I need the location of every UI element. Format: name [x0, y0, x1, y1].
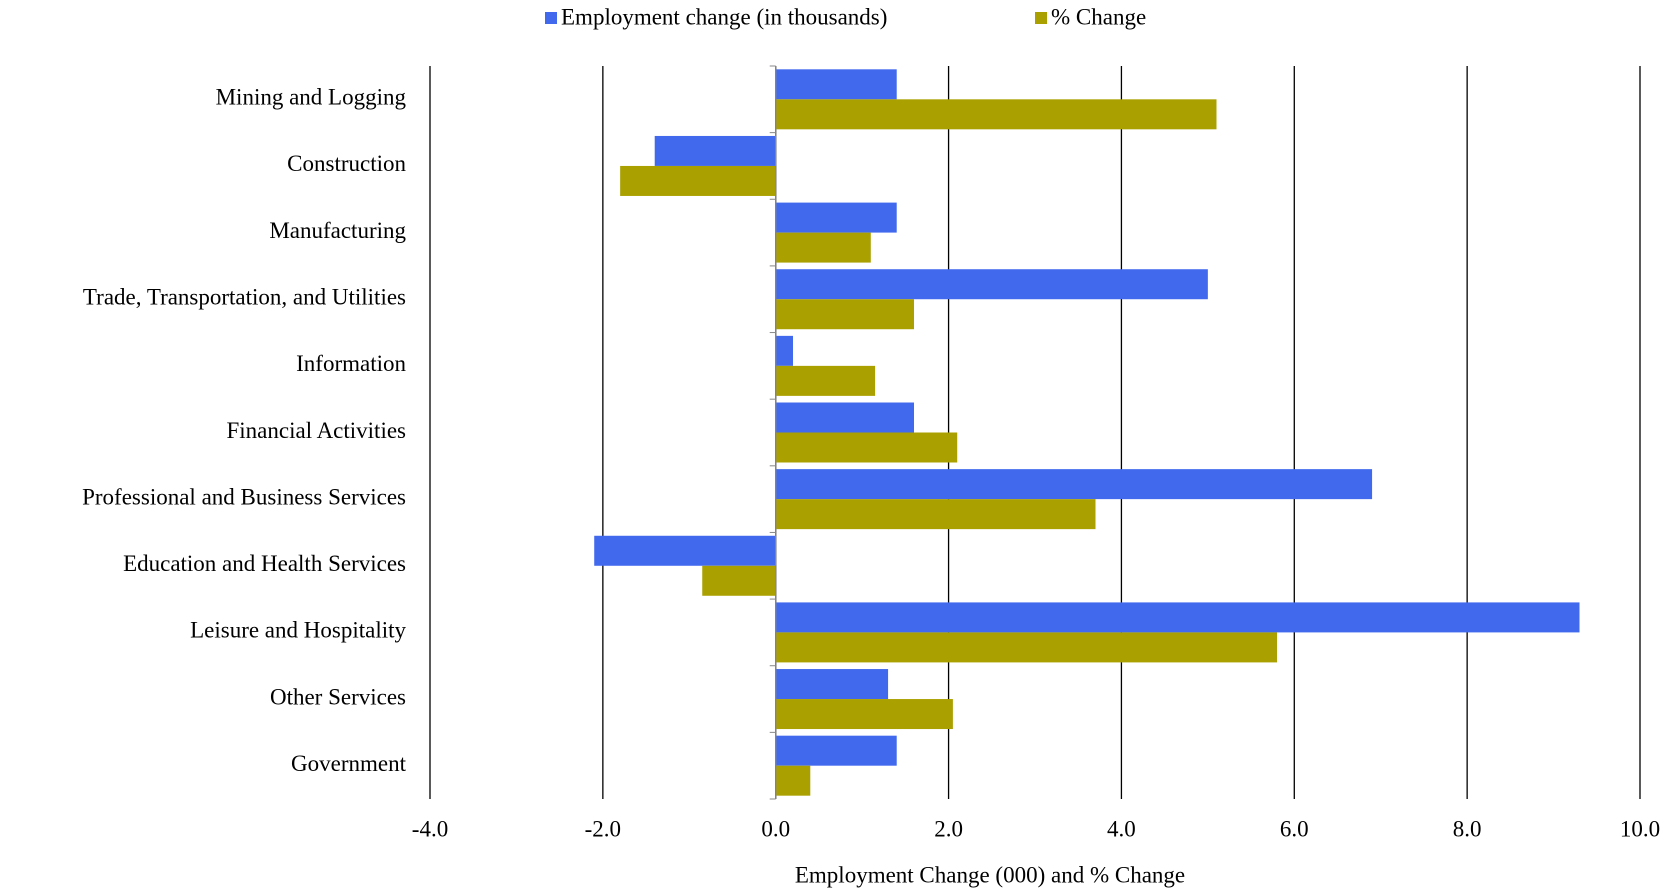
x-tick-label: 0.0: [761, 816, 790, 841]
bar: [775, 402, 914, 433]
bar: [775, 99, 1217, 130]
y-tick-label: Leisure and Hospitality: [190, 618, 406, 643]
y-tick-label: Mining and Logging: [216, 85, 407, 110]
bar: [594, 535, 776, 566]
bar: [775, 335, 793, 366]
bar: [775, 632, 1277, 663]
y-tick-label: Manufacturing: [269, 218, 406, 243]
x-tick-label: -2.0: [585, 816, 621, 841]
y-tick-label: Trade, Transportation, and Utilities: [83, 285, 406, 310]
y-tick-label: Construction: [287, 151, 406, 176]
bar: [775, 269, 1208, 300]
y-tick-label: Financial Activities: [227, 418, 407, 443]
bar: [775, 765, 811, 796]
bar: [702, 565, 776, 596]
bar: [775, 432, 958, 463]
x-tick-label: 4.0: [1107, 816, 1136, 841]
legend-label: Employment change (in thousands): [561, 4, 887, 29]
y-tick-label: Government: [291, 751, 407, 776]
bar: [775, 469, 1373, 500]
bar: [654, 135, 776, 166]
x-axis-label: Employment Change (000) and % Change: [795, 862, 1185, 887]
x-tick-label: -4.0: [412, 816, 448, 841]
bar: [775, 602, 1580, 633]
bar: [620, 165, 776, 196]
x-tick-label: 2.0: [934, 816, 963, 841]
legend-swatch: [1035, 12, 1047, 24]
bar: [775, 69, 897, 100]
x-tick-label: 6.0: [1280, 816, 1309, 841]
bar: [775, 365, 876, 396]
bar: [775, 735, 897, 766]
x-tick-label: 10.0: [1620, 816, 1660, 841]
bar: [775, 299, 914, 330]
bar: [775, 669, 889, 700]
legend-label: % Change: [1051, 4, 1146, 29]
bar: [775, 232, 871, 263]
y-tick-label: Professional and Business Services: [82, 484, 406, 509]
y-tick-label: Education and Health Services: [123, 551, 406, 576]
bar: [775, 699, 953, 730]
y-tick-label: Information: [296, 351, 406, 376]
y-tick-label: Other Services: [270, 684, 406, 709]
bar: [775, 202, 897, 233]
bar: [775, 499, 1096, 530]
x-tick-label: 8.0: [1453, 816, 1482, 841]
legend-swatch: [545, 12, 557, 24]
